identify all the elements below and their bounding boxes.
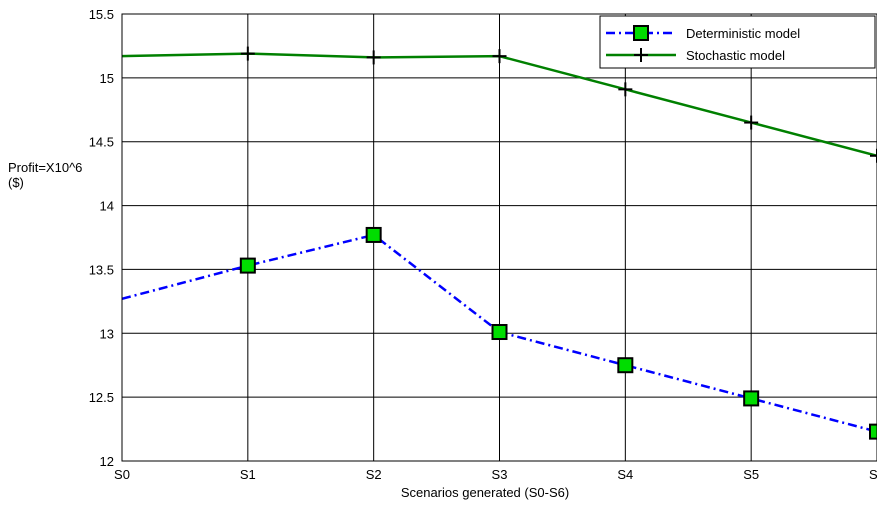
data-point-deterministic	[239, 257, 256, 274]
data-point-deterministic	[491, 324, 508, 341]
y-tick-label: 12	[100, 454, 114, 469]
y-tick-label: 12.5	[89, 390, 114, 405]
x-tick-label: S0	[114, 467, 130, 482]
x-tick-labels: S0 S1 S2 S3 S4 S5 S6	[114, 467, 877, 482]
data-point-deterministic	[743, 390, 760, 407]
x-tick-label: S5	[743, 467, 759, 482]
y-tick-labels: 12 12.5 13 13.5 14 14.5 15 15.5	[89, 7, 114, 469]
y-tick-label: 14.5	[89, 135, 114, 150]
data-point-stochastic	[744, 115, 759, 130]
data-point-stochastic	[492, 49, 507, 64]
legend-stochastic-label: Stochastic model	[686, 48, 785, 63]
y-tick-label: 15	[100, 71, 114, 86]
y-axis-label: Profit=X10^6	[8, 160, 82, 175]
data-point-stochastic	[240, 46, 255, 61]
data-point-deterministic	[365, 226, 382, 243]
y-tick-label: 13	[100, 326, 114, 341]
data-point-deterministic	[617, 357, 634, 374]
series-layer	[121, 46, 877, 440]
data-point-stochastic	[618, 82, 633, 97]
y-axis-label-unit: ($)	[8, 175, 24, 190]
x-tick-label: S1	[240, 467, 256, 482]
legend-deterministic-marker	[633, 25, 649, 41]
data-point-stochastic	[870, 148, 877, 163]
data-point-deterministic	[869, 423, 877, 440]
legend-box	[599, 15, 876, 69]
legend-deterministic-label: Deterministic model	[686, 26, 800, 41]
y-tick-label: 13.5	[89, 262, 114, 277]
plot-frame	[121, 13, 877, 462]
x-tick-label: S3	[492, 467, 508, 482]
legend: Deterministic model Stochastic model	[599, 15, 876, 69]
y-tick-label: 14	[100, 199, 114, 214]
x-tick-label: S6	[869, 467, 877, 482]
legend-stochastic-marker	[634, 48, 648, 62]
x-tick-label: S4	[617, 467, 633, 482]
x-axis-label: Scenarios generated (S0-S6)	[401, 485, 569, 500]
y-tick-label: 15.5	[89, 7, 114, 22]
x-tick-label: S2	[366, 467, 382, 482]
data-point-stochastic	[366, 50, 381, 65]
